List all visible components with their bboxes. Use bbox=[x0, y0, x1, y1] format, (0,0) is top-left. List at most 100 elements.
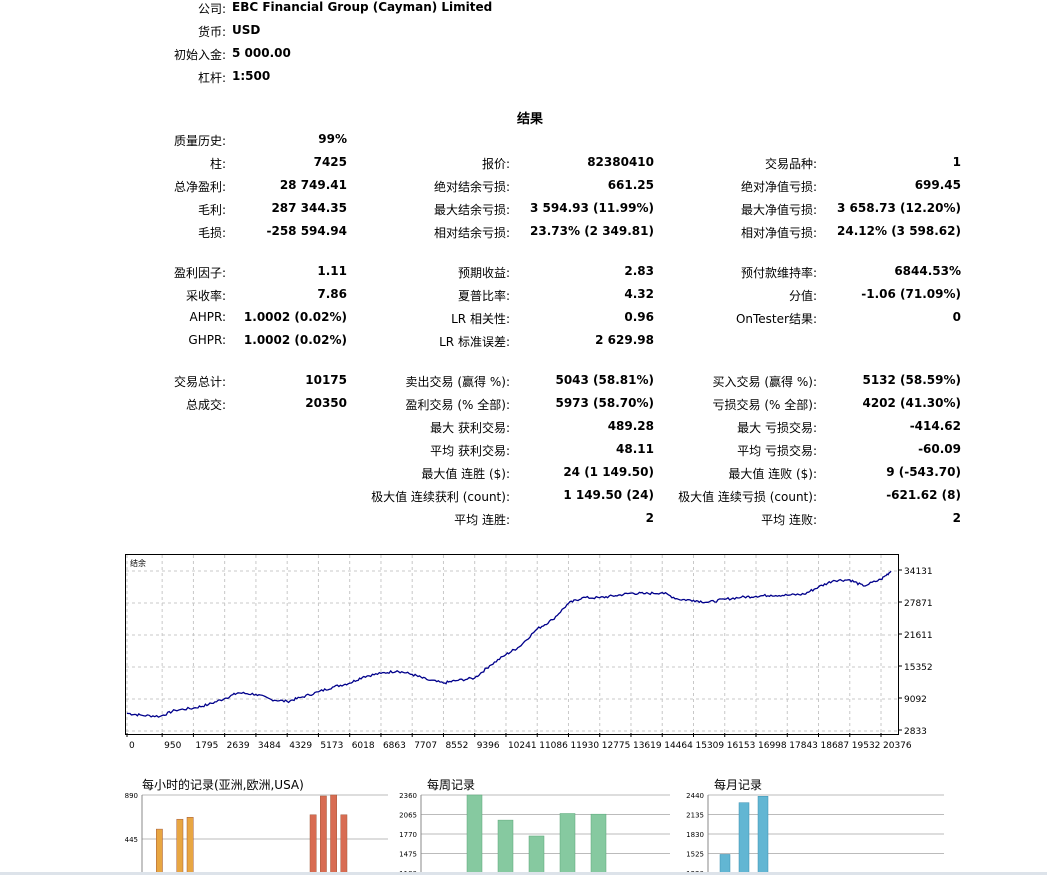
balance-chart-axes: 0 950 1795 2639 3484 4329 5173 6018 6863 7707 8552… bbox=[126, 567, 933, 750]
x-tick-label: 3484 bbox=[258, 741, 281, 750]
header-value: 1:500 bbox=[232, 69, 271, 83]
stat-label: 平均 连败: bbox=[761, 513, 817, 527]
stat-label: 总净盈利: bbox=[173, 180, 226, 194]
header-label: 初始入金: bbox=[173, 48, 226, 62]
stat-label: 夏普比率: bbox=[457, 289, 510, 303]
stat-label: 最大 亏损交易: bbox=[737, 421, 817, 435]
x-tick-label: 16153 bbox=[727, 741, 756, 750]
stat-label: 亏损交易 (% 全部): bbox=[712, 398, 817, 412]
x-tick-label: 4329 bbox=[289, 741, 312, 750]
x-tick-label: 10241 bbox=[508, 741, 537, 750]
x-tick-label: 6018 bbox=[352, 741, 375, 750]
header-label: 杠杆: bbox=[197, 71, 226, 85]
balance-series-line bbox=[126, 570, 892, 718]
y-tick-label: 27871 bbox=[904, 599, 933, 609]
x-tick-label: 15309 bbox=[696, 741, 725, 750]
y-tick-label: 2360 bbox=[399, 792, 417, 800]
y-tick-label: 890 bbox=[125, 792, 138, 800]
stat-label: 柱: bbox=[209, 157, 226, 171]
y-tick-label: 2440 bbox=[686, 792, 704, 800]
stat-value: 1.0002 (0.02%) bbox=[243, 310, 347, 324]
y-tick-label: 445 bbox=[125, 836, 138, 844]
stat-label: 最大净值亏损: bbox=[740, 203, 817, 217]
x-tick-label: 20376 bbox=[883, 741, 912, 750]
x-tick-label: 11930 bbox=[570, 741, 599, 750]
stat-value: -60.09 bbox=[918, 442, 961, 456]
stat-label: 最大值 连败 ($): bbox=[728, 467, 817, 481]
weekday-bar bbox=[559, 813, 576, 875]
stat-label: 卖出交易 (赢得 %): bbox=[405, 375, 510, 389]
stat-value: 1 bbox=[952, 155, 961, 169]
chart-title: 结余 bbox=[130, 558, 146, 568]
hourly-chart-title: 每小时的记录(亚洲,欧洲,USA) bbox=[142, 778, 304, 792]
hour-bar bbox=[309, 814, 317, 875]
x-tick-label: 6863 bbox=[383, 741, 406, 750]
stat-label: 极大值 连续亏损 (count): bbox=[678, 490, 817, 504]
stat-value: 1.11 bbox=[317, 264, 347, 278]
stat-value: 23.73% (2 349.81) bbox=[530, 224, 654, 238]
stat-value: -621.62 (8) bbox=[886, 488, 961, 502]
stat-value: 4202 (41.30%) bbox=[862, 396, 961, 410]
y-tick-label: 2135 bbox=[686, 812, 704, 820]
stat-label: 相对净值亏损: bbox=[740, 226, 817, 240]
weekday-bar bbox=[466, 794, 483, 875]
stat-value: 0 bbox=[952, 310, 961, 324]
hour-bar bbox=[186, 816, 194, 875]
stat-value: 1.0002 (0.02%) bbox=[243, 333, 347, 347]
hour-bar bbox=[156, 828, 163, 875]
stat-label: 最大值 连胜 ($): bbox=[421, 467, 510, 481]
stat-value: 0.96 bbox=[624, 310, 654, 324]
x-tick-label: 9396 bbox=[477, 741, 500, 750]
balance-chart: 结余 bbox=[125, 554, 899, 735]
y-tick-label: 1475 bbox=[399, 851, 417, 859]
stat-value: 6844.53% bbox=[894, 264, 961, 278]
header-label: 货币: bbox=[197, 25, 226, 39]
x-tick-label: 1795 bbox=[195, 741, 218, 750]
y-tick-label: 21611 bbox=[904, 631, 933, 641]
stat-label: GHPR: bbox=[188, 333, 226, 347]
monthly-chart-title: 每月记录 bbox=[714, 778, 763, 792]
x-tick-label: 13619 bbox=[633, 741, 662, 750]
stat-label: 预期收益: bbox=[457, 266, 510, 280]
stat-value: 287 344.35 bbox=[271, 201, 347, 215]
stat-value: 699.45 bbox=[914, 178, 961, 192]
x-tick-label: 8552 bbox=[445, 741, 468, 750]
stat-value: 7.86 bbox=[317, 287, 347, 301]
stat-label: 平均 亏损交易: bbox=[737, 444, 817, 458]
stat-label: 质量历史: bbox=[173, 134, 226, 148]
weekday-bar bbox=[528, 835, 545, 875]
stat-label: 买入交易 (赢得 %): bbox=[712, 375, 817, 389]
stat-label: OnTester结果: bbox=[735, 312, 817, 326]
y-tick-label: 1525 bbox=[686, 851, 704, 859]
y-tick-label: 9092 bbox=[904, 695, 927, 705]
stat-value: 2 bbox=[952, 511, 961, 525]
stat-label: 总成交: bbox=[185, 398, 226, 412]
x-tick-label: 11086 bbox=[539, 741, 568, 750]
stat-value: 9 (-543.70) bbox=[886, 465, 961, 479]
stat-value: 2 629.98 bbox=[595, 333, 654, 347]
stat-label: LR 标准误差: bbox=[439, 335, 510, 349]
stat-value: 28 749.41 bbox=[279, 178, 347, 192]
stat-value: -414.62 bbox=[909, 419, 961, 433]
header-value: EBC Financial Group (Cayman) Limited bbox=[232, 0, 493, 14]
stat-label: 极大值 连续获利 (count): bbox=[371, 490, 510, 504]
stat-value: 2 bbox=[645, 511, 654, 525]
stat-value: 489.28 bbox=[607, 419, 654, 433]
header-value: 5 000.00 bbox=[232, 46, 291, 60]
x-tick-label: 14464 bbox=[664, 741, 693, 750]
header-value: USD bbox=[232, 23, 261, 37]
header-label: 公司: bbox=[197, 2, 226, 16]
stat-label: 最大 获利交易: bbox=[430, 421, 510, 435]
stat-label: 采收率: bbox=[185, 289, 226, 303]
month-bar bbox=[738, 802, 750, 875]
hour-bar bbox=[330, 794, 337, 875]
stat-label: 交易品种: bbox=[764, 157, 817, 171]
stat-value: 24 (1 149.50) bbox=[563, 465, 654, 479]
x-tick-label: 950 bbox=[164, 741, 181, 750]
y-tick-label: 34131 bbox=[904, 567, 933, 577]
weekday-bar bbox=[590, 813, 607, 875]
stat-value: 99% bbox=[318, 132, 347, 146]
horizontal-scrollbar[interactable] bbox=[0, 872, 1047, 875]
weekly-chart-title: 每周记录 bbox=[427, 778, 476, 792]
balance-chart-svg: 结余 bbox=[126, 555, 898, 734]
